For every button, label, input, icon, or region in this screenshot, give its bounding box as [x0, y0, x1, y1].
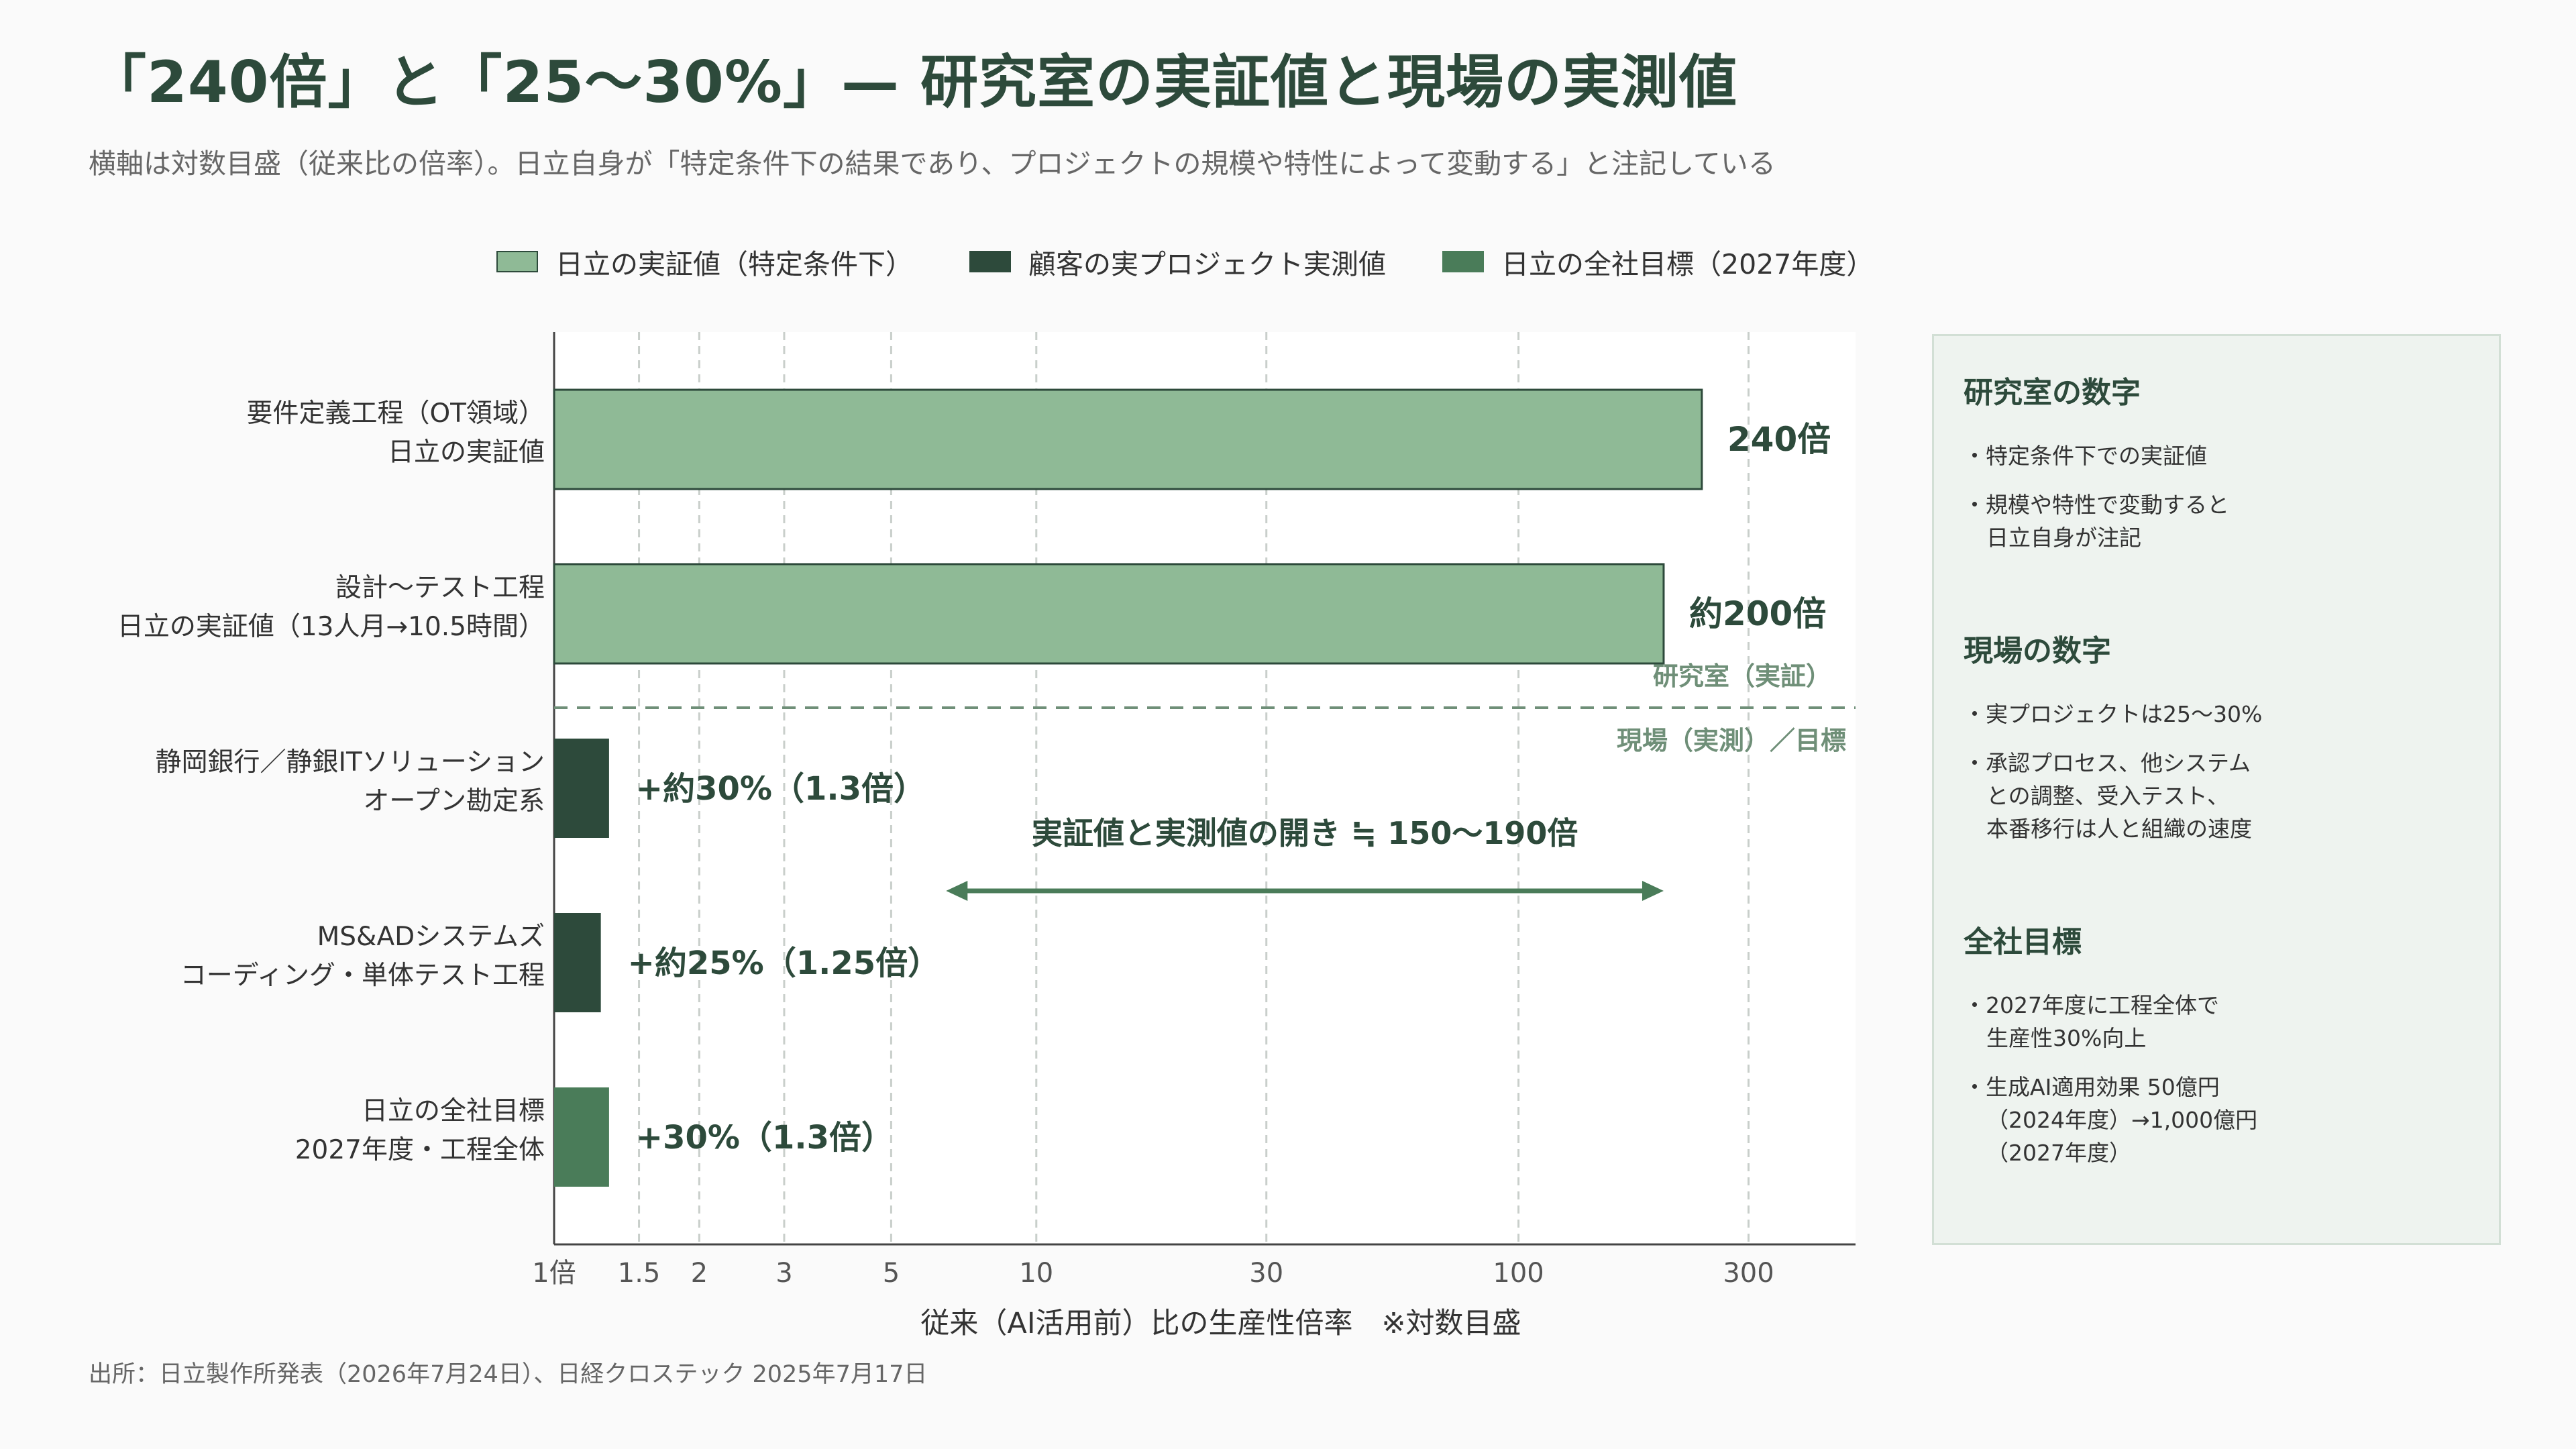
bar-value-label: 約200倍 — [1689, 594, 1826, 633]
category-label: 静岡銀行／静銀ITソリューション — [155, 747, 545, 777]
panel-item: ・特定条件下での実証値 — [1964, 443, 2207, 469]
legend-label-lab: 日立の実証値（特定条件下） — [555, 248, 913, 280]
panel-heading-target: 全社目標 — [1964, 925, 2082, 959]
divider-label-field: 現場（実測）／目標 — [1617, 726, 1846, 755]
panel-item: ・生成AI適用効果 50億円 （2024年度）→1,000億円 （2027年度） — [1964, 1074, 2258, 1166]
side-panel: 研究室の数字 ・特定条件下での実証値 ・規模や特性で変動すると 日立自身が注記 … — [1932, 334, 2501, 1245]
legend-label-target: 日立の全社目標（2027年度） — [1501, 248, 1874, 280]
legend-label-field: 顧客の実プロジェクト実測値 — [1028, 248, 1386, 280]
category-label: 設計〜テスト工程 — [335, 573, 545, 603]
panel-heading-field: 現場の数字 — [1964, 634, 2111, 668]
bar-value-label: +約25%（1.25倍） — [628, 945, 941, 982]
x-tick-label: 2 — [691, 1258, 708, 1289]
page-title: 「240倍」と「25〜30%」— 研究室の実証値と現場の実測値 — [89, 49, 1737, 116]
panel-item: ・規模や特性で変動すると 日立自身が注記 — [1964, 492, 2229, 551]
panel-item: ・2027年度に工程全体で 生産性30%向上 — [1964, 992, 2219, 1051]
x-tick-label: 3 — [775, 1258, 792, 1289]
x-tick-label: 1.5 — [618, 1258, 661, 1289]
bar — [554, 739, 609, 838]
bar — [554, 1087, 609, 1187]
category-label: 日立の実証値（13人月→10.5時間） — [117, 612, 545, 642]
bar-chart: 1倍 1.5 2 3 5 10 30 100 300 従来（AI活用前）比の生産性倍率 ※対数目盛… — [117, 332, 1856, 1340]
page-subtitle: 横軸は対数目盛（従来比の倍率）。日立自身が「特定条件下の結果であり、プロジェクト… — [89, 148, 1776, 180]
panel-list-lab: ・特定条件下での実証値 ・規模や特性で変動すると 日立自身が注記 — [1964, 439, 2469, 554]
bar — [553, 563, 1665, 665]
x-axis-title: 従来（AI活用前）比の生産性倍率 ※対数目盛 — [920, 1307, 1521, 1340]
category-label: 要件定義工程（OT領域） — [246, 398, 545, 429]
gap-annotation-label: 実証値と実測値の開き ≒ 150〜190倍 — [1032, 815, 1578, 851]
bar — [554, 913, 601, 1012]
x-tick-label: 100 — [1493, 1258, 1544, 1289]
gap-arrow-head-right — [1642, 881, 1664, 901]
gap-arrow-head-left — [946, 881, 968, 901]
panel-heading-lab: 研究室の数字 — [1964, 376, 2141, 410]
bar-value-label: +30%（1.3倍） — [636, 1119, 894, 1157]
x-tick-label: 10 — [1019, 1258, 1053, 1289]
category-label: MS&ADシステムズ — [317, 922, 545, 952]
legend-item-field: 顧客の実プロジェクト実測値 — [969, 241, 1386, 282]
x-tick-label: 30 — [1249, 1258, 1283, 1289]
category-label: コーディング・単体テスト工程 — [180, 961, 545, 991]
x-tick-label: 5 — [883, 1258, 900, 1289]
bar-value-label: +約30%（1.3倍） — [636, 770, 926, 808]
bar — [553, 388, 1703, 490]
category-label: 日立の全社目標 — [362, 1096, 545, 1126]
legend-swatch-lab — [496, 251, 538, 272]
category-label: 日立の実証値 — [388, 437, 545, 468]
panel-item: ・実プロジェクトは25〜30% — [1964, 701, 2263, 727]
legend-item-target: 日立の全社目標（2027年度） — [1442, 241, 1874, 282]
legend-item-lab: 日立の実証値（特定条件下） — [496, 241, 913, 282]
legend-swatch-target — [1442, 251, 1484, 272]
category-label: オープン勘定系 — [363, 786, 545, 816]
legend-swatch-field — [969, 251, 1011, 272]
panel-list-target: ・2027年度に工程全体で 生産性30%向上 ・生成AI適用効果 50億円 （2… — [1964, 989, 2469, 1169]
panel-item: ・承認プロセス、他システム との調整、受入テスト、 本番移行は人と組織の速度 — [1964, 750, 2252, 842]
category-label: 2027年度・工程全体 — [295, 1135, 545, 1165]
divider-label-lab: 研究室（実証） — [1653, 661, 1831, 691]
panel-list-field: ・実プロジェクトは25〜30% ・承認プロセス、他システム との調整、受入テスト… — [1964, 698, 2469, 845]
chart-legend: 日立の実証値（特定条件下） 顧客の実プロジェクト実測値 日立の全社目標（2027… — [496, 241, 1874, 282]
x-tick-label: 1倍 — [532, 1258, 576, 1289]
source-note: 出所：日立製作所発表（2026年7月24日）、日経クロステック 2025年7月1… — [89, 1361, 928, 1388]
x-tick-label: 300 — [1723, 1258, 1774, 1289]
bar-value-label: 240倍 — [1727, 420, 1831, 459]
